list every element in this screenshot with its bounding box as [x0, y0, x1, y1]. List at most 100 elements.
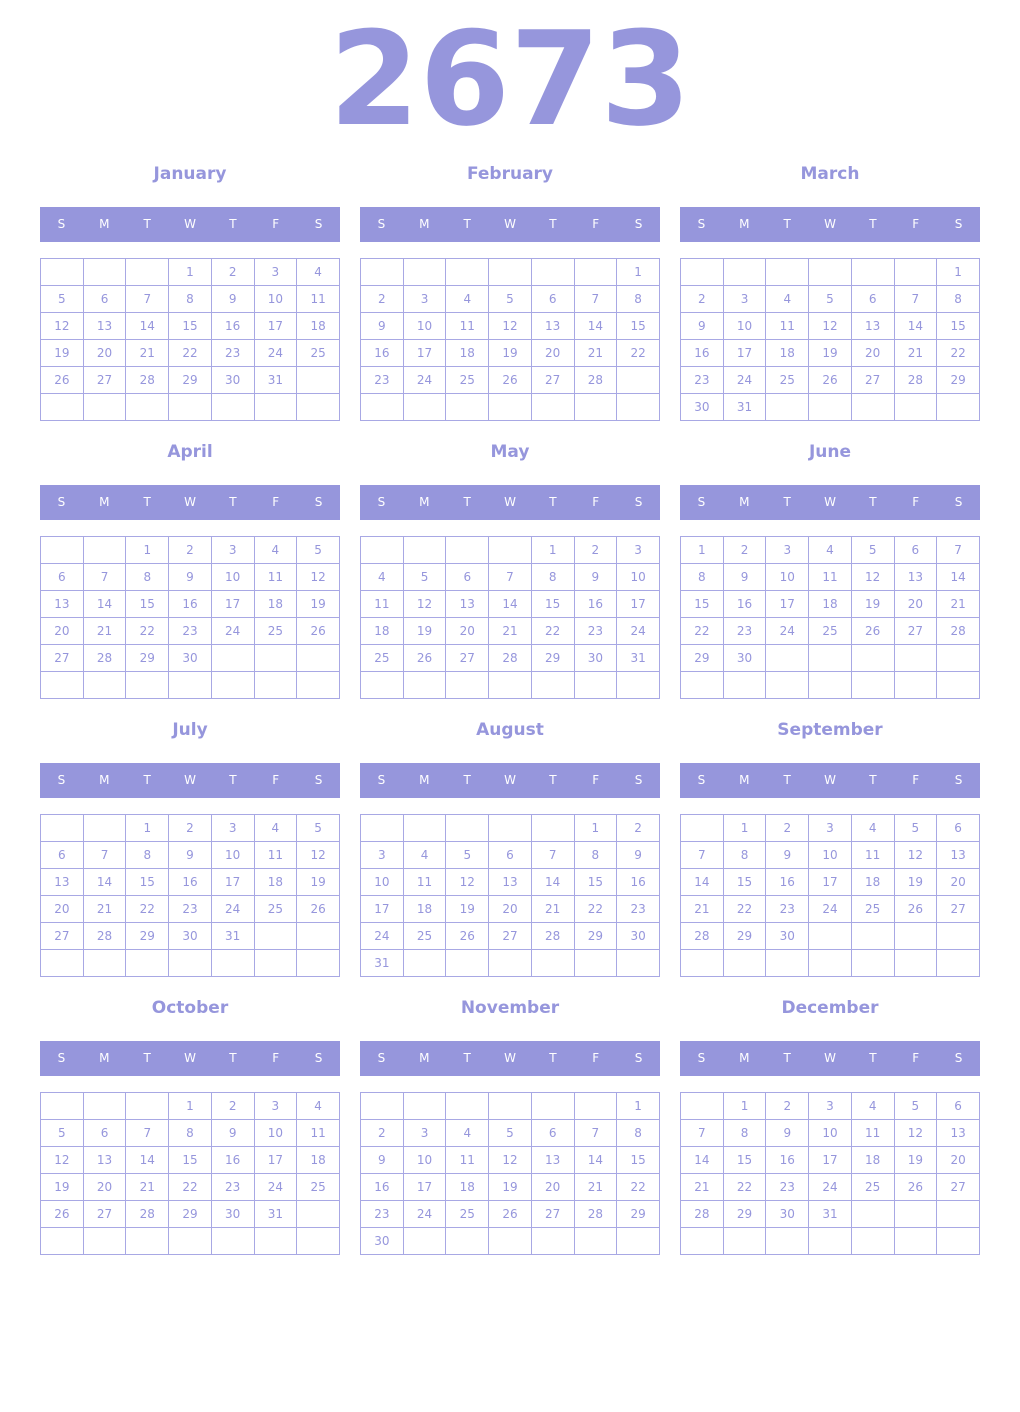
day-cell: 20	[40, 895, 84, 923]
day-cell: 12	[488, 1146, 532, 1174]
day-cell: 6	[82, 1119, 127, 1147]
day-cell: 4	[850, 814, 895, 842]
day-cell: 13	[82, 312, 127, 340]
day-cell: 15	[722, 1146, 767, 1174]
day-cell	[360, 814, 404, 842]
day-cell: 25	[808, 617, 852, 645]
day-cell	[296, 949, 340, 977]
day-cell: 25	[765, 366, 810, 394]
weekday-label: T	[463, 495, 471, 509]
day-cell: 7	[82, 841, 127, 869]
weekday-label: S	[377, 495, 386, 509]
day-cell	[402, 671, 447, 699]
day-cell: 27	[530, 366, 575, 394]
day-cell: 14	[125, 1146, 170, 1174]
day-cell	[680, 671, 724, 699]
week-row: 20 21 22 23 24 25 26	[40, 617, 340, 645]
day-cell: 12	[296, 841, 340, 869]
day-cell: 24	[402, 1200, 447, 1228]
day-cell: 2	[360, 285, 404, 313]
week-row	[40, 949, 340, 977]
month-july: July S M T W T F S 1 2 3 4 5 6 7 8 9 10 11 12 13 14 15 16 17 18 19…	[40, 716, 340, 986]
month-september: September S M T W T F S 1 2 3 4 5 6 7 8 9 10 11 12 13 14 15 16 1…	[680, 716, 980, 986]
day-cell: 18	[445, 339, 490, 367]
day-cell: 6	[488, 841, 532, 869]
day-cell	[488, 393, 532, 421]
weekday-label: S	[57, 773, 66, 787]
day-cell: 6	[850, 285, 895, 313]
week-row: 5 6 7 8 9 10 11	[40, 285, 340, 313]
weekday-label: F	[912, 217, 920, 231]
day-cell: 30	[680, 393, 724, 421]
day-cell: 21	[573, 1173, 618, 1201]
day-cell: 5	[40, 1119, 84, 1147]
day-cell	[445, 671, 490, 699]
weekday-label: M	[419, 217, 430, 231]
day-cell	[296, 644, 340, 672]
day-cell: 10	[402, 312, 447, 340]
day-cell: 17	[808, 868, 852, 896]
day-cell	[125, 671, 170, 699]
weekday-label: S	[697, 1051, 706, 1065]
week-row: 11 12 13 14 15 16 17	[360, 590, 660, 618]
day-cell: 5	[445, 841, 490, 869]
day-cell: 16	[765, 868, 810, 896]
weekday-label: F	[592, 1051, 600, 1065]
day-cell: 20	[530, 1173, 575, 1201]
day-cell	[40, 393, 84, 421]
day-cell: 21	[82, 617, 127, 645]
weekday-label: F	[912, 495, 920, 509]
day-cell: 17	[253, 1146, 298, 1174]
day-cell: 24	[808, 895, 852, 923]
day-cell	[445, 536, 490, 564]
day-cell: 27	[40, 922, 84, 950]
day-cell: 2	[360, 1119, 404, 1147]
day-cell: 23	[573, 617, 618, 645]
week-row: 6 7 8 9 10 11 12	[40, 563, 340, 591]
day-cell	[893, 922, 938, 950]
weekday-label: W	[184, 1051, 196, 1065]
week-row: 26 27 28 29 30 31	[40, 1200, 340, 1228]
day-cell: 19	[402, 617, 447, 645]
day-cell: 6	[82, 285, 127, 313]
day-cell: 11	[765, 312, 810, 340]
weekday-label: S	[314, 495, 323, 509]
day-cell: 17	[210, 868, 255, 896]
day-cell	[82, 671, 127, 699]
day-cell: 16	[616, 868, 660, 896]
day-cell: 17	[402, 339, 447, 367]
weekday-label: T	[869, 773, 877, 787]
day-cell: 5	[488, 1119, 532, 1147]
day-cell: 16	[210, 1146, 255, 1174]
day-cell	[850, 1200, 895, 1228]
day-cell: 15	[936, 312, 980, 340]
week-row: 12 13 14 15 16 17 18	[40, 1146, 340, 1174]
day-cell: 30	[722, 644, 767, 672]
week-row: 18 19 20 21 22 23 24	[360, 617, 660, 645]
day-cell: 20	[936, 868, 980, 896]
week-row	[40, 1227, 340, 1255]
weekday-label: W	[184, 217, 196, 231]
day-cell: 24	[210, 617, 255, 645]
month-december: December S M T W T F S 1 2 3 4 5 6 7 8 9 10 11 12 13 14 15 16 17…	[680, 994, 980, 1264]
day-cell	[402, 393, 447, 421]
day-cell: 26	[40, 1200, 84, 1228]
weekday-label: W	[184, 495, 196, 509]
day-cell: 21	[82, 895, 127, 923]
day-cell	[168, 393, 212, 421]
day-cell: 10	[210, 841, 255, 869]
weekday-label: T	[463, 217, 471, 231]
week-row: 28 29 30 31	[680, 1200, 980, 1228]
week-row: 21 22 23 24 25 26 27	[680, 1173, 980, 1201]
day-cell: 19	[296, 590, 340, 618]
weekday-label: W	[824, 773, 836, 787]
week-row: 31	[360, 949, 660, 977]
day-cell: 26	[488, 366, 532, 394]
day-cell	[253, 671, 298, 699]
day-cell: 22	[125, 895, 170, 923]
weekday-label: T	[869, 1051, 877, 1065]
day-cell: 27	[82, 1200, 127, 1228]
